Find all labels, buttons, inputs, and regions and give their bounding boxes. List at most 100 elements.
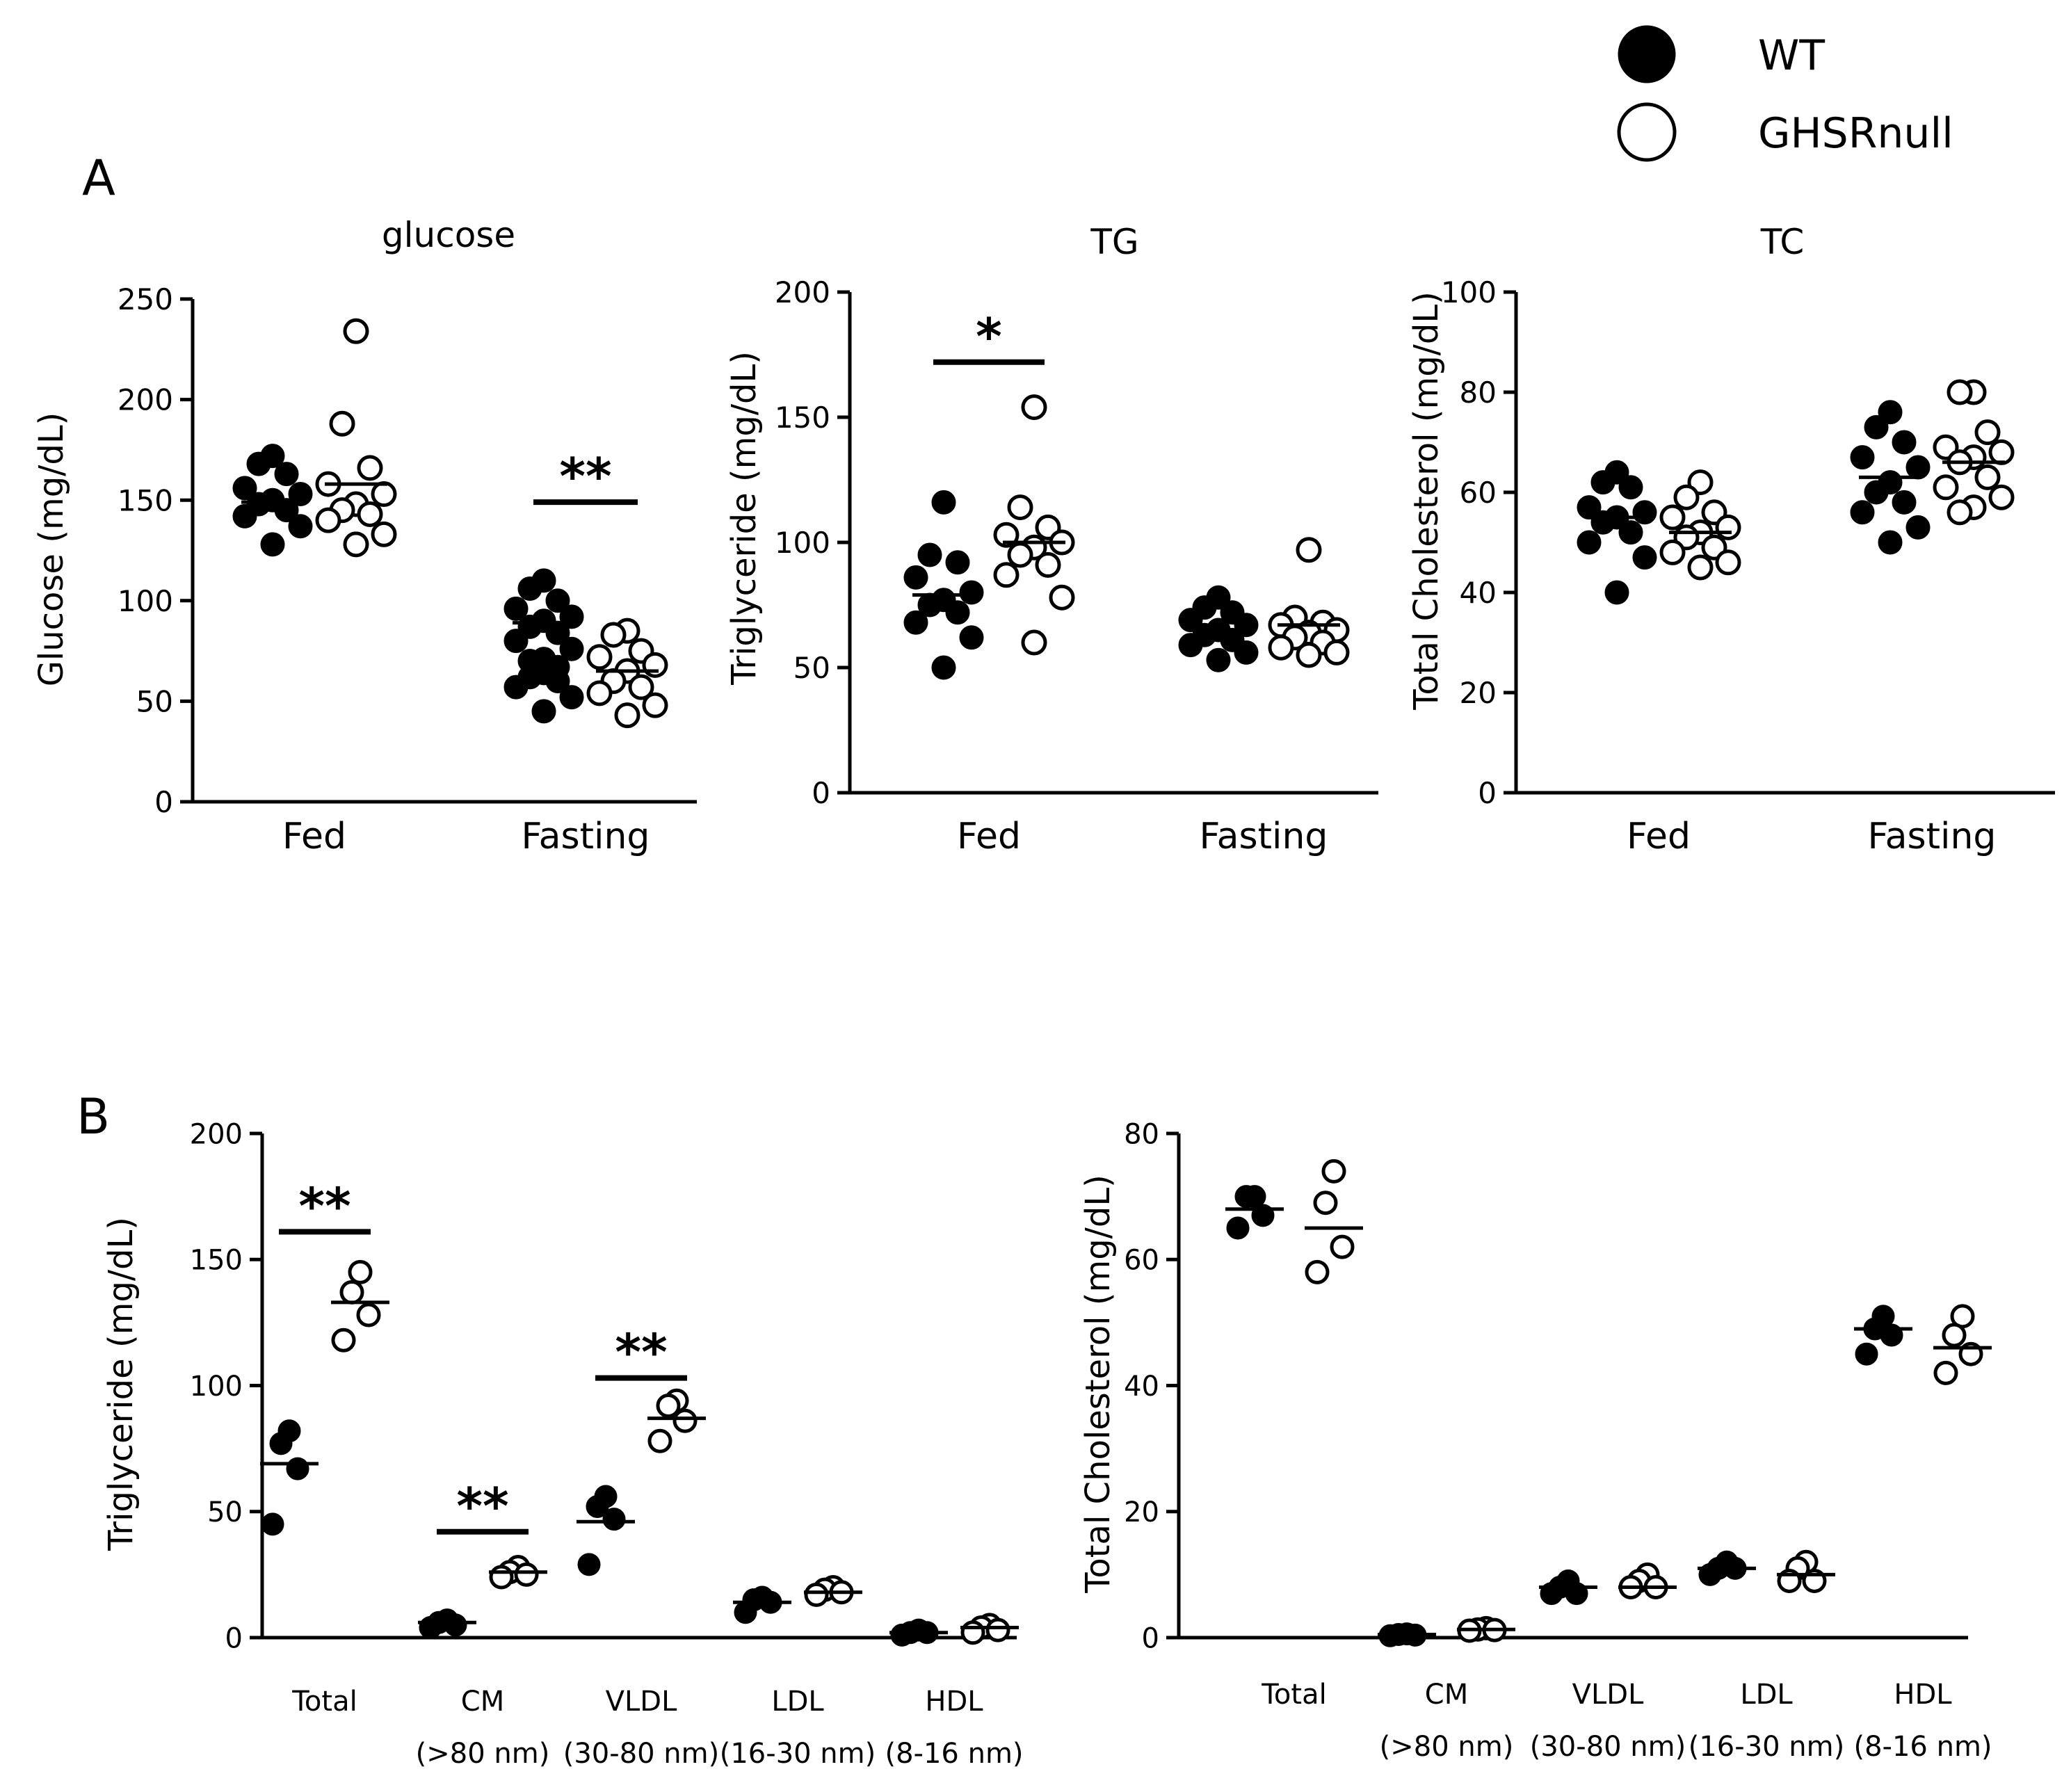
y-axis-label: Triglyceride (mg/dL) bbox=[725, 351, 764, 686]
point-ghsrnull-fed bbox=[1715, 514, 1741, 540]
point-wt-fasting bbox=[1850, 445, 1875, 470]
y-tick-label-100: 100 bbox=[118, 584, 173, 618]
chart-title: TC bbox=[1760, 222, 1805, 262]
y-tick-label-0: 0 bbox=[154, 785, 173, 819]
point-wt-fasting bbox=[559, 685, 584, 710]
point-wt-fasting bbox=[531, 699, 556, 724]
y-tick-label-100: 100 bbox=[775, 526, 830, 560]
point-wt-fed bbox=[1618, 520, 1643, 545]
legend: WT GHSRnull bbox=[1617, 25, 1953, 162]
point-wt-fasting bbox=[517, 576, 542, 601]
point-wt-ldl bbox=[734, 1601, 757, 1624]
y-tick-label-0: 0 bbox=[1478, 776, 1497, 810]
point-ghsrnull-cm bbox=[489, 1565, 514, 1590]
point-ghsrnull-fed bbox=[343, 531, 369, 558]
point-wt-fed bbox=[1577, 530, 1602, 555]
category-label-cm: CM bbox=[1425, 1679, 1468, 1711]
y-tick-label-40: 40 bbox=[1460, 576, 1497, 610]
point-ghsrnull-total bbox=[1313, 1190, 1338, 1216]
point-wt-fasting bbox=[559, 636, 584, 661]
category-label-fed: Fed bbox=[282, 816, 346, 857]
y-tick-label-50: 50 bbox=[793, 651, 830, 685]
y-tick-label-200: 200 bbox=[190, 1118, 243, 1150]
y-tick-label-0: 0 bbox=[225, 1622, 243, 1654]
point-ghsrnull-fed bbox=[1021, 629, 1047, 656]
y-tick-label-0: 0 bbox=[812, 776, 830, 810]
y-tick-label-100: 100 bbox=[1441, 275, 1497, 309]
point-wt-fasting bbox=[1905, 455, 1931, 480]
point-wt-fasting bbox=[545, 588, 570, 613]
point-ghsrnull-fasting bbox=[1988, 484, 2015, 510]
significance-label-cm: ** bbox=[456, 1477, 508, 1535]
point-ghsrnull-total bbox=[1330, 1234, 1355, 1259]
category-label-cm: CM bbox=[461, 1686, 504, 1718]
point-ghsrnull-fed bbox=[1007, 542, 1033, 568]
chart-a-tg: 0 50 100 150 200 Triglyceride (mg/dL) TG Fed Fas… bbox=[725, 222, 1378, 857]
y-tick-label-20: 20 bbox=[1460, 676, 1497, 710]
point-ghsrnull-fed bbox=[357, 501, 383, 527]
point-wt-total bbox=[261, 1512, 284, 1536]
point-wt-hdl bbox=[890, 1623, 914, 1647]
chart-title: TG bbox=[1090, 222, 1138, 262]
point-ghsrnull-fed bbox=[371, 481, 397, 508]
point-ghsrnull-fed bbox=[993, 562, 1020, 588]
point-wt-fasting bbox=[545, 668, 570, 693]
y-tick-label-80: 80 bbox=[1460, 376, 1497, 410]
category-sublabel-cm: (>80 nm) bbox=[1380, 1731, 1514, 1763]
point-wt-fasting bbox=[503, 675, 529, 700]
significance-label-total: ** bbox=[298, 1177, 350, 1235]
point-ghsrnull-fasting bbox=[586, 680, 613, 707]
point-wt-fed bbox=[903, 565, 928, 590]
point-ghsrnull-fasting bbox=[1974, 419, 2001, 446]
point-ghsrnull-fed bbox=[343, 318, 369, 344]
legend-wt-marker bbox=[1618, 25, 1676, 83]
point-wt-fasting bbox=[503, 596, 529, 621]
y-tick-label-100: 100 bbox=[190, 1371, 243, 1403]
y-tick-label-20: 20 bbox=[1124, 1496, 1159, 1528]
point-ghsrnull-fasting bbox=[1947, 379, 1973, 405]
point-ghsrnull-total bbox=[1305, 1259, 1330, 1284]
point-ghsrnull-fasting bbox=[614, 702, 640, 729]
point-wt-fasting bbox=[503, 629, 529, 654]
point-wt-fasting bbox=[1864, 480, 1889, 505]
category-label-total: Total bbox=[1261, 1679, 1326, 1711]
significance-label-fasting: ** bbox=[559, 447, 611, 506]
point-ghsrnull-hdl bbox=[1942, 1323, 1967, 1348]
point-wt-fasting bbox=[1864, 414, 1889, 439]
point-wt-fed bbox=[232, 476, 257, 501]
y-tick-label-150: 150 bbox=[775, 401, 830, 435]
point-wt-fasting bbox=[1234, 640, 1259, 665]
y-tick-label-150: 150 bbox=[118, 483, 173, 517]
chart-title: glucose bbox=[382, 215, 515, 255]
point-wt-total bbox=[1234, 1185, 1258, 1209]
point-wt-fed bbox=[1604, 580, 1629, 605]
chart-a-glucose: 0 50 100 150 200 250 Glucose (mg/dL) glucose Fed… bbox=[32, 215, 697, 857]
y-axis-label: Glucose (mg/dL) bbox=[32, 412, 71, 687]
y-tick-label-50: 50 bbox=[207, 1496, 243, 1528]
point-wt-fed bbox=[959, 625, 984, 650]
point-ghsrnull-total bbox=[331, 1327, 356, 1353]
category-sublabel-vldl: (30-80 nm) bbox=[563, 1738, 719, 1770]
point-ghsrnull-fasting bbox=[1933, 474, 1959, 501]
category-sublabel-vldl: (30-80 nm) bbox=[1530, 1731, 1686, 1763]
legend-ghsrnull-marker bbox=[1617, 102, 1677, 162]
category-label-fasting: Fasting bbox=[522, 816, 650, 857]
point-wt-fed bbox=[931, 490, 956, 515]
point-wt-fed bbox=[274, 498, 299, 523]
point-wt-fed bbox=[288, 514, 313, 539]
point-ghsrnull-fed bbox=[357, 455, 383, 481]
point-ghsrnull-total bbox=[348, 1259, 373, 1284]
point-ghsrnull-hdl bbox=[1933, 1360, 1958, 1385]
panel-label-a: A bbox=[82, 150, 115, 207]
point-ghsrnull-fed bbox=[1021, 394, 1047, 421]
point-wt-fed bbox=[1590, 470, 1615, 495]
point-ghsrnull-fasting bbox=[1323, 639, 1350, 665]
legend-ghsrnull-label: GHSRnull bbox=[1758, 109, 1953, 158]
category-label-fed: Fed bbox=[1627, 816, 1691, 857]
point-wt-vldl bbox=[586, 1495, 609, 1518]
point-ghsrnull-fed bbox=[1659, 539, 1686, 565]
point-wt-cm bbox=[419, 1616, 442, 1639]
y-axis-label: Total Cholesterol (mg/dL) bbox=[1079, 1175, 1118, 1594]
category-label-fasting: Fasting bbox=[1868, 816, 1997, 857]
